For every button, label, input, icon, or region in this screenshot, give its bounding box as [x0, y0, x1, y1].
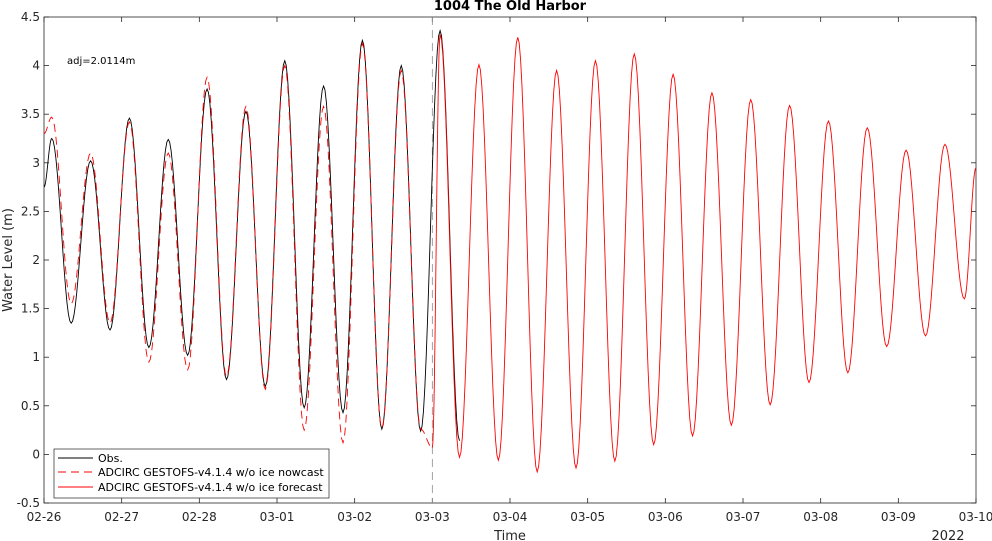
legend-box [53, 448, 330, 499]
x-tick-label: 03-08 [803, 510, 838, 524]
x-axis: 02-26 02-27 02-28 03-01 03-02 03-03 03-04 03-05… [27, 17, 992, 524]
x-tick-label: 03-06 [648, 510, 683, 524]
y-tick-label: 3 [32, 156, 40, 170]
y-tick-label: 0.5 [21, 399, 40, 413]
obs-series-line [43, 28, 460, 441]
chart-title: 1004 The Old Harbor [434, 0, 587, 14]
x-tick-label: 03-01 [260, 510, 295, 524]
y-axis: -0.5 0 0.5 1 1.5 2 2.5 3 3.5 4 4.5 [17, 10, 976, 510]
legend-forecast-label: ADCIRC GESTOFS-v4.1.4 w/o ice forecast [98, 481, 323, 494]
x-axis-title: Time [493, 529, 526, 541]
adjustment-annotation: adj=2.0114m [67, 56, 135, 67]
series-lines [43, 28, 977, 474]
legend-obs-label: Obs. [98, 452, 123, 465]
y-tick-label: 4 [32, 59, 40, 73]
x-tick-label: 03-07 [726, 510, 761, 524]
y-tick-label: 1 [32, 350, 40, 364]
y-tick-label: -0.5 [17, 496, 40, 510]
x-tick-label: 02-27 [104, 510, 139, 524]
y-tick-label: 4.5 [21, 10, 40, 24]
y-tick-label: 2.5 [21, 204, 40, 218]
y-tick-label: 2 [32, 253, 40, 267]
x-tick-label: 03-09 [881, 510, 916, 524]
x-tick-label: 03-03 [415, 510, 450, 524]
y-tick-label: 3.5 [21, 107, 40, 121]
y-tick-label: 1.5 [21, 302, 40, 316]
plot-background [43, 16, 977, 504]
x-tick-label: 03-02 [337, 510, 372, 524]
forecast-series-line [431, 34, 977, 474]
x-tick-label: 03-10 [959, 510, 992, 524]
nowcast-series-line [43, 41, 433, 449]
legend: Obs. ADCIRC GESTOFS-v4.1.4 w/o ice nowca… [53, 448, 330, 499]
x-tick-label: 02-26 [27, 510, 62, 524]
legend-nowcast-label: ADCIRC GESTOFS-v4.1.4 w/o ice nowcast [98, 466, 324, 479]
x-tick-label: 02-28 [182, 510, 217, 524]
x-axis-year-label: 2022 [931, 529, 964, 541]
y-axis-title: Water Level (m) [1, 208, 16, 312]
y-tick-label: 0 [32, 447, 40, 461]
x-tick-label: 03-05 [570, 510, 605, 524]
x-tick-label: 03-04 [493, 510, 528, 524]
